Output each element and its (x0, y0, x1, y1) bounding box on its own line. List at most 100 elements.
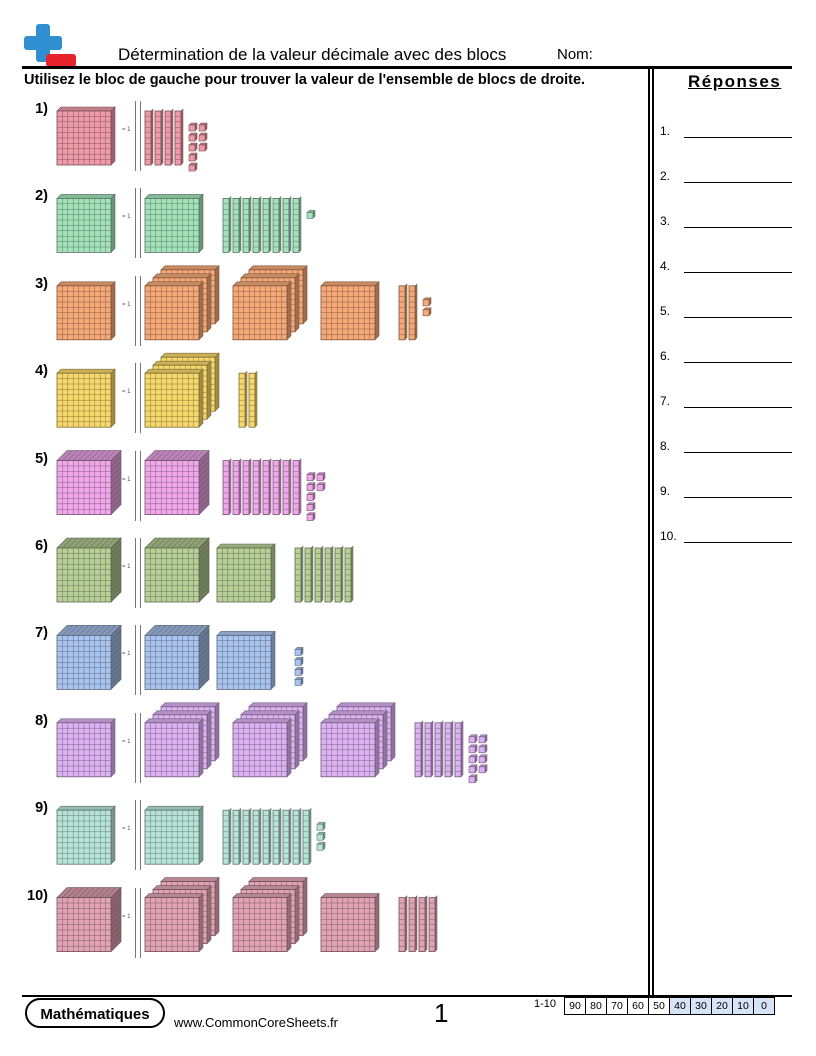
rod-block (334, 545, 344, 603)
problem-separator (135, 625, 141, 696)
rod-block (232, 457, 242, 516)
answer-number: 5. (660, 304, 671, 318)
answer-column-divider (648, 68, 650, 996)
rod-block (262, 807, 272, 865)
reference-flat (56, 193, 116, 254)
problem-number: 4) (35, 363, 48, 380)
unit-block (478, 744, 488, 754)
flat-block (144, 193, 204, 254)
answer-line[interactable] (684, 182, 792, 183)
answer-column-divider (652, 68, 654, 996)
rod-block (292, 457, 302, 516)
problem-number: 10) (27, 887, 48, 904)
reference-cube (56, 537, 122, 603)
answer-number: 2. (660, 169, 671, 183)
rod-block (174, 108, 184, 166)
rod-block (222, 457, 232, 516)
unit-block (188, 162, 198, 172)
rod-block (434, 720, 444, 778)
rod-block (238, 370, 248, 428)
answer-line[interactable] (684, 362, 792, 363)
rod-block (262, 195, 272, 254)
rod-block (252, 195, 262, 254)
reference-value-label: = 1 (122, 913, 131, 920)
rod-block (252, 457, 262, 516)
problem-number: 6) (35, 538, 48, 554)
flat-stack-block (232, 718, 292, 778)
flat-stack-block (144, 281, 204, 341)
answer-number: 8. (660, 439, 671, 453)
rod-block (252, 807, 262, 865)
unit-block (316, 841, 326, 851)
rod-block (314, 545, 324, 603)
reference-flat (56, 106, 116, 166)
unit-block (478, 734, 488, 744)
answer-line[interactable] (684, 227, 792, 228)
unit-block (468, 734, 478, 744)
header-divider (22, 66, 792, 69)
answer-line[interactable] (684, 407, 792, 408)
rod-block (418, 894, 428, 953)
rod-block (272, 457, 282, 516)
rod-block (414, 720, 424, 778)
cube-block (144, 537, 210, 603)
rod-block (242, 195, 252, 254)
unit-block (478, 754, 488, 764)
unit-block (294, 666, 304, 677)
rod-block (454, 720, 464, 778)
unit-block (306, 491, 316, 502)
rod-block (428, 894, 438, 953)
answer-line[interactable] (684, 272, 792, 273)
flat-stack-block (320, 718, 380, 778)
rod-block (294, 545, 304, 603)
rod-block (232, 807, 242, 865)
cube-block (144, 624, 210, 691)
answer-number: 3. (660, 214, 671, 228)
unit-block (306, 481, 316, 492)
score-cell: 70 (606, 997, 628, 1015)
answer-number: 10. (660, 529, 677, 543)
rod-block (272, 195, 282, 254)
page-number: 1 (434, 998, 449, 1028)
unit-block (422, 307, 432, 317)
unit-block (188, 142, 198, 152)
answer-line[interactable] (684, 137, 792, 138)
website-link[interactable]: www.CommonCoreSheets.fr (174, 1015, 338, 1030)
answer-line[interactable] (684, 317, 792, 318)
answer-number: 6. (660, 349, 671, 363)
score-cell: 50 (648, 997, 670, 1015)
reference-flat (56, 805, 116, 865)
problem-separator (135, 363, 141, 434)
rod-block (222, 195, 232, 254)
unit-block (316, 481, 326, 492)
answer-line[interactable] (684, 497, 792, 498)
instructions: Utilisez le bloc de gauche pour trouver … (24, 72, 586, 88)
cube-block (144, 449, 210, 516)
unit-block (316, 821, 326, 831)
footer-divider (22, 995, 792, 997)
answer-number: 9. (660, 484, 671, 498)
score-cell: 60 (627, 997, 649, 1015)
rod-block (282, 807, 292, 865)
reference-flat (56, 281, 116, 341)
problem-separator (135, 887, 141, 958)
unit-block (188, 122, 198, 132)
unit-block (294, 646, 304, 657)
score-cell: 10 (732, 997, 754, 1015)
rod-block (242, 457, 252, 516)
unit-block (468, 754, 478, 764)
flat-block (320, 281, 380, 341)
reference-cube (56, 886, 122, 953)
reference-cube (56, 624, 122, 691)
answer-line[interactable] (684, 542, 792, 543)
reference-flat (56, 368, 116, 428)
problem-separator (135, 800, 141, 871)
problem-number: 5) (35, 450, 48, 467)
rod-block (292, 195, 302, 254)
rod-block (232, 195, 242, 254)
rod-block (272, 807, 282, 865)
unit-block (306, 511, 316, 522)
reference-value-label: = 1 (122, 127, 131, 133)
answer-line[interactable] (684, 452, 792, 453)
rod-block (164, 108, 174, 166)
